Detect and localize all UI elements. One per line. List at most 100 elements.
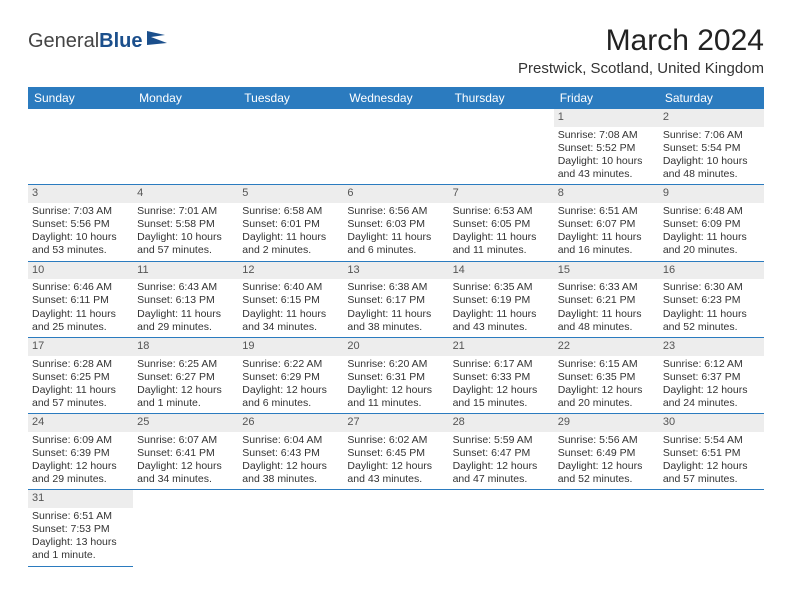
daylight-text: Daylight: 10 hours [663,155,760,168]
day-number: 24 [28,414,133,432]
daylight-text: and 48 minutes. [558,321,655,334]
sunset-text: Sunset: 6:01 PM [242,218,339,231]
daylight-text: and 6 minutes. [242,397,339,410]
daylight-text: Daylight: 13 hours [32,536,129,549]
sunset-text: Sunset: 5:54 PM [663,142,760,155]
daylight-text: Daylight: 12 hours [242,384,339,397]
daylight-text: and 6 minutes. [347,244,444,257]
sunset-text: Sunset: 6:05 PM [453,218,550,231]
empty-cell [133,490,238,566]
sunset-text: Sunset: 6:47 PM [453,447,550,460]
daylight-text: Daylight: 12 hours [32,460,129,473]
daylight-text: Daylight: 12 hours [242,460,339,473]
daylight-text: Daylight: 12 hours [347,460,444,473]
header: GeneralBlue March 2024 Prestwick, Scotla… [28,24,764,77]
day-number: 29 [554,414,659,432]
sunrise-text: Sunrise: 6:58 AM [242,205,339,218]
daylight-text: and 29 minutes. [32,473,129,486]
daylight-text: and 16 minutes. [558,244,655,257]
sunset-text: Sunset: 6:35 PM [558,371,655,384]
brand-part2: Blue [99,30,142,53]
brand-logo: GeneralBlue [28,24,169,53]
sunrise-text: Sunrise: 6:46 AM [32,281,129,294]
daylight-text: and 24 minutes. [663,397,760,410]
daylight-text: Daylight: 12 hours [453,460,550,473]
empty-cell [449,109,554,185]
day-number: 16 [659,262,764,280]
sunrise-text: Sunrise: 6:15 AM [558,358,655,371]
day-number: 15 [554,262,659,280]
day-number: 10 [28,262,133,280]
daylight-text: Daylight: 10 hours [558,155,655,168]
daylight-text: and 34 minutes. [242,321,339,334]
weekday-header: Thursday [449,87,554,109]
sunrise-text: Sunrise: 6:56 AM [347,205,444,218]
sunset-text: Sunset: 6:11 PM [32,294,129,307]
daylight-text: and 1 minute. [137,397,234,410]
daylight-text: Daylight: 11 hours [663,308,760,321]
sunrise-text: Sunrise: 6:17 AM [453,358,550,371]
sunset-text: Sunset: 6:45 PM [347,447,444,460]
sunrise-text: Sunrise: 6:51 AM [558,205,655,218]
daylight-text: and 29 minutes. [137,321,234,334]
sunset-text: Sunset: 6:25 PM [32,371,129,384]
sunset-text: Sunset: 6:37 PM [663,371,760,384]
sunrise-text: Sunrise: 7:03 AM [32,205,129,218]
empty-cell [238,109,343,185]
calendar-week: 17Sunrise: 6:28 AMSunset: 6:25 PMDayligh… [28,337,764,413]
sunset-text: Sunset: 6:49 PM [558,447,655,460]
daylight-text: Daylight: 10 hours [137,231,234,244]
day-number: 3 [28,185,133,203]
daylight-text: Daylight: 11 hours [558,308,655,321]
calendar-table: SundayMondayTuesdayWednesdayThursdayFrid… [28,87,764,567]
sunset-text: Sunset: 7:53 PM [32,523,129,536]
sunset-text: Sunset: 6:29 PM [242,371,339,384]
daylight-text: and 38 minutes. [242,473,339,486]
sunrise-text: Sunrise: 6:38 AM [347,281,444,294]
day-cell: 4Sunrise: 7:01 AMSunset: 5:58 PMDaylight… [133,185,238,261]
daylight-text: Daylight: 12 hours [663,460,760,473]
daylight-text: Daylight: 11 hours [137,308,234,321]
daylight-text: and 43 minutes. [453,321,550,334]
day-number: 2 [659,109,764,127]
sunrise-text: Sunrise: 6:35 AM [453,281,550,294]
sunrise-text: Sunrise: 5:59 AM [453,434,550,447]
day-cell: 16Sunrise: 6:30 AMSunset: 6:23 PMDayligh… [659,261,764,337]
flag-icon [147,30,169,53]
daylight-text: Daylight: 12 hours [137,460,234,473]
day-number: 23 [659,338,764,356]
empty-cell [343,490,448,566]
sunrise-text: Sunrise: 6:22 AM [242,358,339,371]
daylight-text: Daylight: 12 hours [558,460,655,473]
daylight-text: and 57 minutes. [32,397,129,410]
sunrise-text: Sunrise: 6:43 AM [137,281,234,294]
day-cell: 31Sunrise: 6:51 AMSunset: 7:53 PMDayligh… [28,490,133,566]
daylight-text: Daylight: 12 hours [558,384,655,397]
daylight-text: and 15 minutes. [453,397,550,410]
day-cell: 15Sunrise: 6:33 AMSunset: 6:21 PMDayligh… [554,261,659,337]
day-cell: 21Sunrise: 6:17 AMSunset: 6:33 PMDayligh… [449,337,554,413]
sunrise-text: Sunrise: 6:48 AM [663,205,760,218]
daylight-text: and 43 minutes. [558,168,655,181]
calendar-week: 24Sunrise: 6:09 AMSunset: 6:39 PMDayligh… [28,414,764,490]
sunrise-text: Sunrise: 7:06 AM [663,129,760,142]
calendar-week: 10Sunrise: 6:46 AMSunset: 6:11 PM Dayligh… [28,261,764,337]
daylight-text: Daylight: 11 hours [347,231,444,244]
day-number: 1 [554,109,659,127]
empty-cell [343,109,448,185]
calendar-week: 3Sunrise: 7:03 AMSunset: 5:56 PMDaylight… [28,185,764,261]
day-cell: 26Sunrise: 6:04 AMSunset: 6:43 PMDayligh… [238,414,343,490]
daylight-text: and 1 minute. [32,549,129,562]
sunset-text: Sunset: 6:43 PM [242,447,339,460]
daylight-text: and 38 minutes. [347,321,444,334]
sunrise-text: Sunrise: 6:20 AM [347,358,444,371]
daylight-text: and 57 minutes. [137,244,234,257]
sunrise-text: Sunrise: 5:56 AM [558,434,655,447]
sunrise-text: Sunrise: 7:08 AM [558,129,655,142]
calendar-week: 1Sunrise: 7:08 AMSunset: 5:52 PMDaylight… [28,109,764,185]
sunrise-text: Sunrise: 6:33 AM [558,281,655,294]
day-cell: 30Sunrise: 5:54 AMSunset: 6:51 PMDayligh… [659,414,764,490]
sunrise-text: Sunrise: 5:54 AM [663,434,760,447]
day-cell: 18Sunrise: 6:25 AMSunset: 6:27 PMDayligh… [133,337,238,413]
day-cell: 23Sunrise: 6:12 AMSunset: 6:37 PMDayligh… [659,337,764,413]
